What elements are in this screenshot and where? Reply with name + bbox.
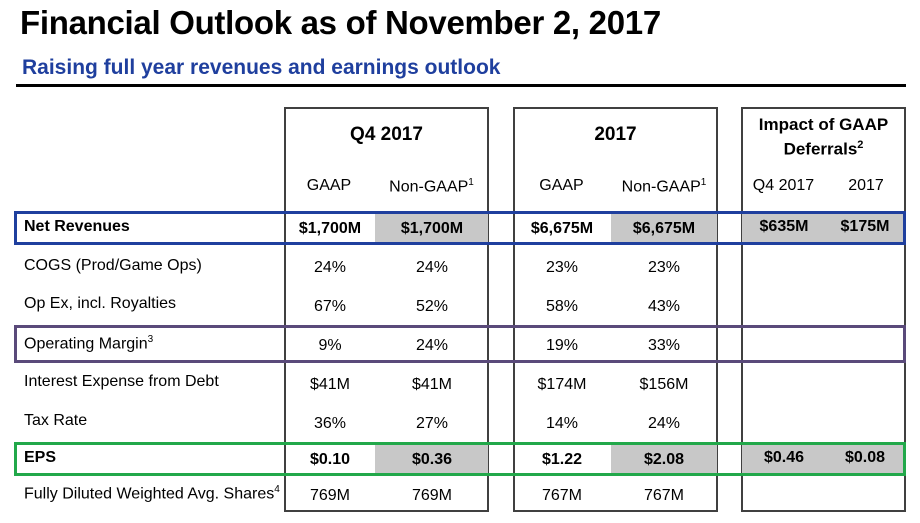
cell-diluted-shares-fy-gaap: 767M	[541, 487, 583, 504]
cell-opex-fy-gaap: 58%	[545, 298, 579, 315]
cell-diluted-shares-q4-non-gaap: 769M	[411, 487, 453, 504]
shade-eps-impact	[742, 445, 903, 473]
cell-opex-q4-gaap: 67%	[313, 298, 347, 315]
cell-operating-margin-q4-gaap: 9%	[318, 337, 342, 354]
cell-diluted-shares-fy-non-gaap: 767M	[643, 487, 685, 504]
cell-interest-expense-fy-gaap: $174M	[537, 376, 587, 393]
cell-cogs-q4-non-gaap: 24%	[415, 259, 449, 276]
cell-tax-rate-fy-gaap: 14%	[545, 415, 579, 432]
eps-highlight	[14, 442, 906, 476]
col-header-q4-non-gaap: Non-GAAP1	[389, 177, 474, 196]
row-label-interest-expense: Interest Expense from Debt	[24, 373, 219, 390]
cell-eps-q4-non-gaap: $0.36	[411, 451, 453, 468]
cell-net-revenues-fy-gaap: $6,675M	[530, 220, 594, 237]
page-subtitle: Raising full year revenues and earnings …	[22, 56, 501, 79]
cell-diluted-shares-q4-gaap: 769M	[309, 487, 351, 504]
net-revenues-highlight	[14, 211, 906, 245]
cell-operating-margin-fy-gaap: 19%	[545, 337, 579, 354]
q4-2017-header: Q4 2017	[350, 124, 423, 145]
impact-group-box	[741, 107, 906, 512]
cell-opex-q4-non-gaap: 52%	[415, 298, 449, 315]
cell-cogs-fy-gaap: 23%	[545, 259, 579, 276]
cell-tax-rate-fy-non-gaap: 24%	[647, 415, 681, 432]
cell-net-revenues-q4-gaap: $1,700M	[298, 220, 362, 237]
cell-operating-margin-fy-non-gaap: 33%	[647, 337, 681, 354]
shade-eps-q4-non-gaap	[375, 445, 488, 473]
row-label-opex: Op Ex, incl. Royalties	[24, 295, 177, 312]
cell-eps-impact-q4: $0.46	[763, 449, 805, 466]
row-label-tax-rate: Tax Rate	[24, 412, 88, 429]
impact-header: Impact of GAAP Deferrals2	[741, 115, 906, 160]
col-header-fy-non-gaap: Non-GAAP1	[621, 177, 707, 196]
cell-cogs-fy-non-gaap: 23%	[647, 259, 681, 276]
cell-opex-fy-non-gaap: 43%	[647, 298, 681, 315]
q4-2017-group-box	[284, 107, 489, 512]
cell-net-revenues-fy-non-gaap: $6,675M	[632, 220, 696, 237]
cell-tax-rate-q4-gaap: 36%	[313, 415, 347, 432]
row-label-diluted-shares: Fully Diluted Weighted Avg. Shares4	[24, 484, 280, 503]
col-header-impact-q4: Q4 2017	[752, 177, 815, 194]
title-divider	[16, 84, 906, 87]
row-label-eps: EPS	[24, 449, 57, 466]
impact-header-line2: Deferrals2	[783, 139, 864, 159]
row-label-operating-margin: Operating Margin3	[24, 334, 154, 353]
cell-interest-expense-q4-non-gaap: $41M	[411, 376, 453, 393]
cell-cogs-q4-gaap: 24%	[313, 259, 347, 276]
shade-net-revenues-q4-non-gaap	[375, 214, 488, 242]
fy-2017-group-box	[513, 107, 718, 512]
fy-2017-header: 2017	[594, 124, 637, 145]
shade-net-revenues-impact	[742, 214, 903, 242]
cell-net-revenues-impact-fy: $175M	[840, 218, 890, 235]
operating-margin-highlight	[14, 325, 906, 363]
shade-net-revenues-fy-non-gaap	[611, 214, 717, 242]
row-label-cogs: COGS (Prod/Game Ops)	[24, 257, 202, 274]
col-header-impact-fy: 2017	[848, 177, 884, 194]
col-header-q4-gaap: GAAP	[306, 177, 352, 194]
cell-tax-rate-q4-non-gaap: 27%	[415, 415, 449, 432]
cell-eps-fy-gaap: $1.22	[541, 451, 583, 468]
page-title: Financial Outlook as of November 2, 2017	[20, 4, 661, 41]
cell-interest-expense-fy-non-gaap: $156M	[639, 376, 689, 393]
impact-header-line1: Impact of GAAP	[758, 115, 889, 134]
cell-net-revenues-impact-q4: $635M	[759, 218, 809, 235]
cell-net-revenues-q4-non-gaap: $1,700M	[400, 220, 464, 237]
cell-operating-margin-q4-non-gaap: 24%	[415, 337, 449, 354]
cell-eps-fy-non-gaap: $2.08	[643, 451, 685, 468]
col-header-fy-gaap: GAAP	[539, 177, 584, 194]
cell-eps-impact-fy: $0.08	[844, 449, 886, 466]
cell-eps-q4-gaap: $0.10	[309, 451, 351, 468]
row-label-net-revenues: Net Revenues	[24, 218, 130, 235]
cell-interest-expense-q4-gaap: $41M	[309, 376, 351, 393]
shade-eps-fy-non-gaap	[611, 445, 717, 473]
